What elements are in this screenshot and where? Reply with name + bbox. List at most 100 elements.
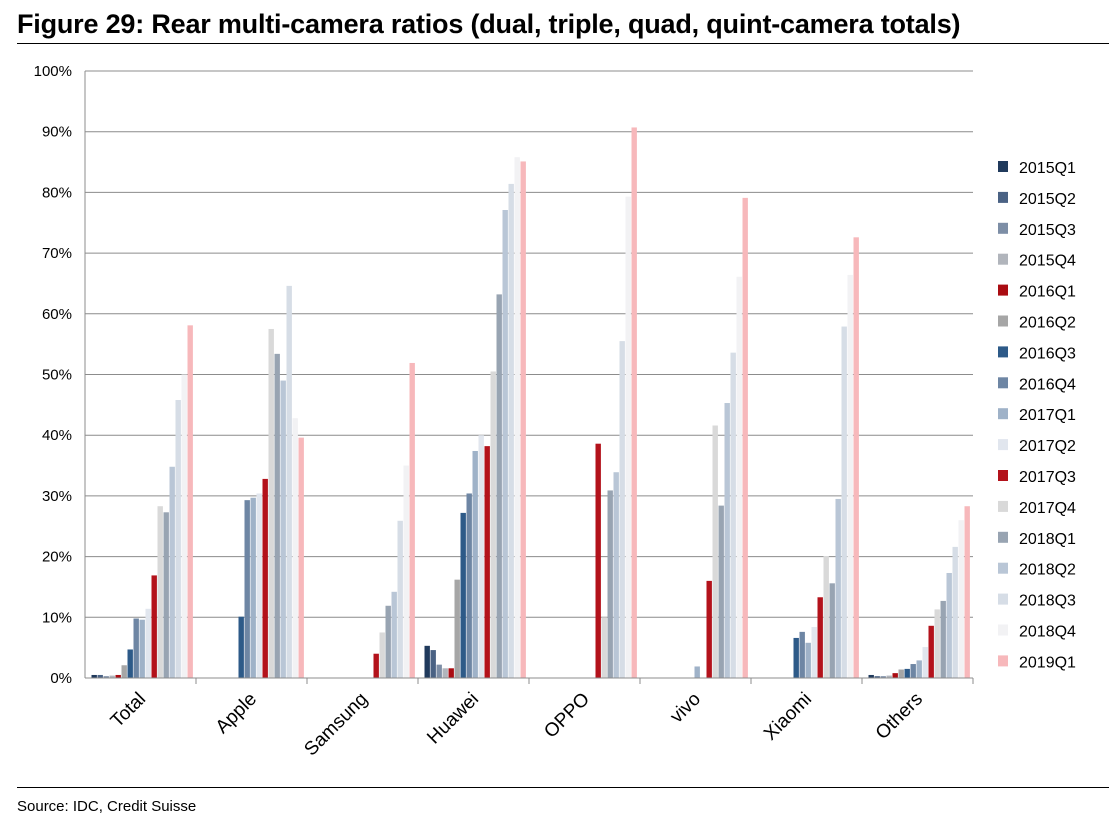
- bar: [712, 425, 718, 678]
- title-rule: [17, 43, 1109, 44]
- bar: [409, 362, 415, 678]
- bar: [484, 446, 490, 678]
- bar: [946, 572, 952, 678]
- bar: [460, 512, 466, 678]
- legend-swatch: [998, 346, 1008, 358]
- bar: [454, 579, 460, 678]
- legend-label: 2018Q1: [1019, 531, 1076, 548]
- bar: [868, 674, 874, 678]
- y-tick-label: 20%: [42, 549, 72, 566]
- bar: [880, 676, 886, 678]
- bar: [916, 660, 922, 678]
- bar: [964, 506, 970, 678]
- legend-swatch: [998, 655, 1008, 667]
- legend-swatch: [998, 624, 1008, 636]
- bar: [121, 665, 127, 678]
- bar-group-others: [868, 506, 970, 678]
- legend-label: 2016Q1: [1019, 284, 1076, 301]
- bar: [109, 675, 115, 678]
- bar: [397, 520, 403, 678]
- legend-swatch: [998, 161, 1008, 172]
- x-category-label: Samsung: [300, 689, 372, 761]
- legend-item: 2015Q4: [998, 253, 1076, 270]
- bar: [268, 328, 274, 678]
- bar: [145, 608, 151, 678]
- legend-label: 2015Q4: [1019, 253, 1076, 270]
- legend-swatch: [998, 315, 1008, 327]
- legend-item: 2015Q1: [998, 160, 1076, 177]
- y-tick-label: 90%: [42, 124, 72, 141]
- legend: 2015Q1 2015Q2 2015Q3 2015Q4 2016Q1 2016Q2 2016…: [998, 160, 1076, 671]
- bar-groups: [91, 127, 970, 679]
- legend-label: 2018Q4: [1019, 624, 1076, 641]
- legend-item: 2018Q4: [998, 624, 1076, 641]
- bar: [520, 161, 526, 678]
- bar: [181, 374, 187, 678]
- legend-item: 2015Q3: [998, 222, 1076, 239]
- bar: [292, 418, 298, 678]
- bar: [940, 600, 946, 678]
- bar: [436, 664, 442, 678]
- legend-item: 2015Q2: [998, 191, 1076, 208]
- legend-label: 2015Q3: [1019, 222, 1076, 239]
- bar: [904, 668, 910, 678]
- bar: [898, 669, 904, 678]
- bar: [724, 403, 730, 678]
- legend-label: 2015Q2: [1019, 191, 1076, 208]
- y-tick-label: 50%: [42, 367, 72, 384]
- bar: [514, 157, 520, 679]
- bar: [175, 399, 181, 678]
- bar: [706, 580, 712, 678]
- bar: [694, 666, 700, 678]
- bar: [115, 674, 121, 678]
- bar-group-apple: [238, 285, 304, 678]
- bar: [187, 325, 193, 678]
- bar: [430, 650, 436, 678]
- bar: [841, 326, 847, 678]
- x-category-label: Others: [872, 689, 927, 744]
- bar: [373, 653, 379, 678]
- legend-swatch: [998, 593, 1008, 605]
- bar: [799, 631, 805, 678]
- legend-label: 2017Q3: [1019, 469, 1076, 486]
- y-tick-label: 30%: [42, 488, 72, 505]
- legend-label: 2018Q2: [1019, 562, 1076, 579]
- legend-swatch: [998, 377, 1008, 389]
- x-category-label: Total: [107, 689, 150, 732]
- legend-item: 2017Q1: [998, 407, 1076, 424]
- legend-label: 2019Q1: [1019, 654, 1076, 671]
- bar: [274, 353, 280, 678]
- bar: [238, 616, 244, 678]
- bar: [127, 649, 133, 678]
- bar: [151, 575, 157, 678]
- bar: [448, 668, 454, 678]
- y-tick-label: 100%: [34, 63, 72, 80]
- bar: [298, 437, 304, 678]
- bar: [847, 274, 853, 678]
- bar: [595, 443, 601, 678]
- legend-label: 2016Q2: [1019, 315, 1076, 332]
- x-axis-category-labels: Total Apple Samsung Huawei OPPO vivo Xiaomi Oth…: [107, 689, 927, 761]
- bar: [280, 380, 286, 678]
- bar: [502, 210, 508, 679]
- bar: [811, 627, 817, 678]
- bar: [892, 673, 898, 678]
- legend-item: 2016Q4: [998, 376, 1076, 393]
- bar: [928, 625, 934, 678]
- legend-item: 2019Q1: [998, 654, 1076, 671]
- legend-swatch: [998, 191, 1008, 203]
- figure-title: Figure 29: Rear multi-camera ratios (dua…: [17, 9, 961, 39]
- bar: [490, 371, 496, 678]
- bar: [886, 675, 892, 678]
- y-tick-label: 70%: [42, 245, 72, 262]
- bar-group-total: [91, 325, 193, 678]
- y-tick-label: 0%: [50, 670, 72, 687]
- legend-label: 2016Q4: [1019, 376, 1076, 393]
- bar: [250, 497, 256, 678]
- legend-swatch: [998, 439, 1008, 451]
- legend-label: 2017Q1: [1019, 407, 1076, 424]
- bar: [508, 183, 514, 679]
- legend-item: 2018Q3: [998, 593, 1076, 610]
- legend-swatch: [998, 562, 1008, 574]
- bar: [379, 632, 385, 678]
